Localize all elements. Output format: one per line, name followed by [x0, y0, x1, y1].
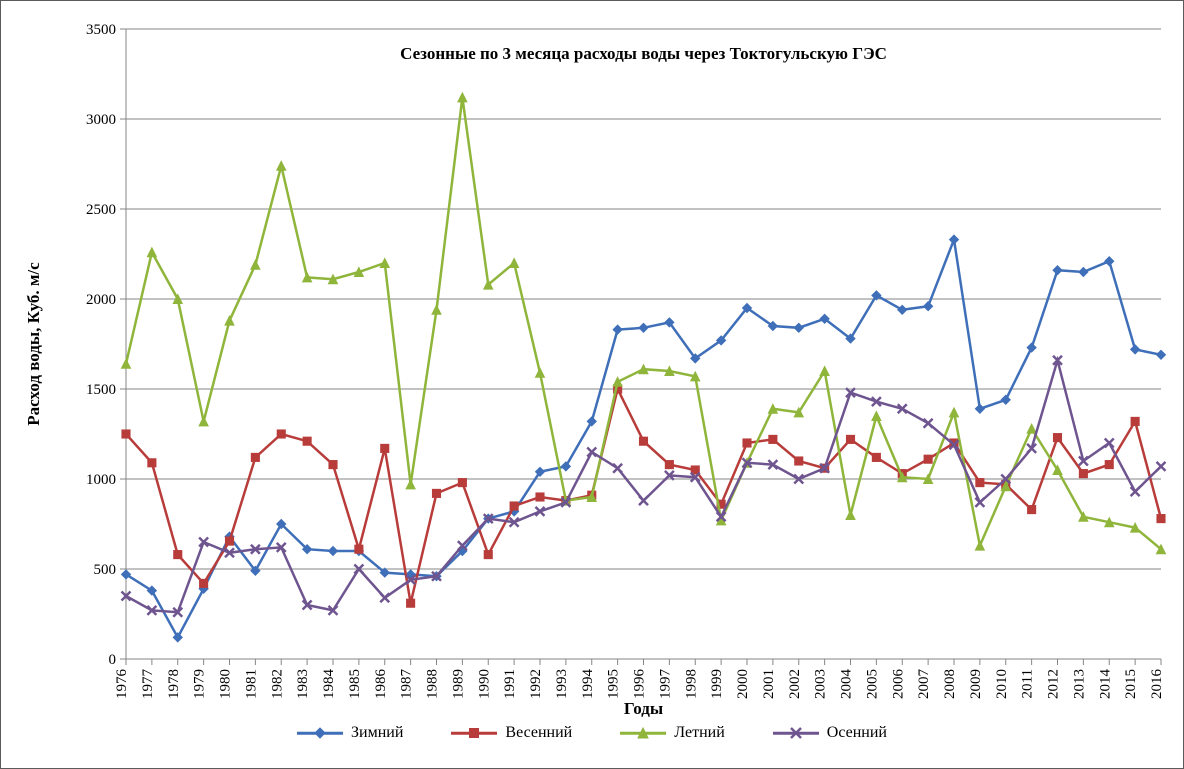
x-tick-label: 1986 — [373, 669, 389, 700]
x-tick-label: 2012 — [1046, 669, 1062, 699]
y-tick-label: 500 — [94, 562, 117, 578]
x-tick-label: 1985 — [347, 669, 363, 699]
legend-label: Зимний — [351, 724, 403, 742]
x-tick-label: 1988 — [425, 669, 441, 699]
x-tick-label: 2016 — [1149, 669, 1165, 700]
x-tick-label: 2006 — [890, 669, 906, 700]
x-tick-label: 2008 — [942, 669, 958, 699]
legend-marker-diamond-icon — [313, 726, 327, 740]
legend-swatch — [297, 726, 343, 740]
x-tick-label: 2010 — [994, 669, 1010, 699]
chart-outer-frame: 0 500 1000 1500 2000 2500 3000 3500 1976 1977 1978… — [0, 0, 1184, 769]
x-tick-label: 1990 — [476, 669, 492, 699]
x-tick-label: 2005 — [864, 669, 880, 699]
x-tick-label: 2001 — [761, 669, 777, 699]
x-tick-label: 1998 — [683, 669, 699, 699]
legend-swatch — [773, 726, 819, 740]
legend-marker-x-icon — [789, 726, 803, 740]
x-tick-label: 1992 — [528, 669, 544, 699]
x-tick-label: 1984 — [321, 669, 337, 700]
legend-label: Летний — [674, 724, 725, 742]
legend-label: Весенний — [505, 724, 572, 742]
y-tick-label: 2000 — [86, 292, 116, 308]
x-tick-label: 2015 — [1123, 669, 1139, 699]
legend-swatch — [620, 726, 666, 740]
x-tick-label: 1994 — [580, 669, 596, 700]
x-tick-label: 1996 — [632, 669, 648, 700]
y-tick-label: 3500 — [86, 22, 116, 38]
y-axis-label: Расход воды, Куб. м/с — [24, 262, 43, 426]
x-tick-label: 1982 — [269, 669, 285, 699]
legend-marker-square-icon — [467, 726, 481, 740]
legend-item-Зимний: Зимний — [297, 724, 403, 742]
legend-row: Зимний Весенний Летний Осенний — [11, 724, 1173, 742]
x-tick-label: 1980 — [218, 669, 234, 699]
x-tick-label: 1987 — [399, 669, 415, 700]
x-tick-label: 2004 — [839, 669, 855, 700]
x-tick-label: 1997 — [657, 669, 673, 700]
x-tick-label: 1976 — [114, 669, 130, 700]
x-tick-label: 1999 — [709, 669, 725, 699]
x-tick-label: 2002 — [787, 669, 803, 699]
x-tick-label: 2009 — [968, 669, 984, 699]
x-tick-label: 1995 — [606, 669, 622, 699]
x-tick-label: 1978 — [166, 669, 182, 699]
chart-title: Сезонные по 3 месяца расходы воды через … — [400, 44, 887, 63]
x-tick-label: 1979 — [192, 669, 208, 699]
y-tick-label: 3000 — [86, 112, 116, 128]
x-tick-label: 1977 — [140, 669, 156, 700]
y-tick-label: 0 — [109, 652, 117, 668]
x-tick-label: 1991 — [502, 669, 518, 699]
y-tick-label: 1500 — [86, 382, 116, 398]
legend-swatch — [451, 726, 497, 740]
chart-area: 0 500 1000 1500 2000 2500 3000 3500 1976 1977 1978… — [11, 9, 1173, 760]
x-tick-label: 1993 — [554, 669, 570, 699]
x-tick-label: 1983 — [295, 669, 311, 699]
x-tick-label: 2007 — [916, 669, 932, 700]
x-tick-label: 2003 — [813, 669, 829, 699]
legend-marker-triangle-icon — [636, 726, 650, 740]
legend-label: Осенний — [827, 724, 887, 742]
x-axis-label: Годы — [624, 699, 663, 718]
legend-item-Осенний: Осенний — [773, 724, 887, 742]
x-tick-label: 1989 — [450, 669, 466, 699]
line-chart-svg: 0 500 1000 1500 2000 2500 3000 3500 1976 1977 1978… — [11, 9, 1175, 762]
x-tick-label: 2000 — [735, 669, 751, 699]
x-tick-label: 2014 — [1097, 669, 1113, 700]
x-tick-label: 2013 — [1071, 669, 1087, 699]
y-tick-label: 1000 — [86, 472, 116, 488]
y-tick-label: 2500 — [86, 202, 116, 218]
x-tick-label: 2011 — [1020, 669, 1036, 698]
legend-item-Весенний: Весенний — [451, 724, 572, 742]
x-tick-label: 1981 — [243, 669, 259, 699]
legend-item-Летний: Летний — [620, 724, 725, 742]
